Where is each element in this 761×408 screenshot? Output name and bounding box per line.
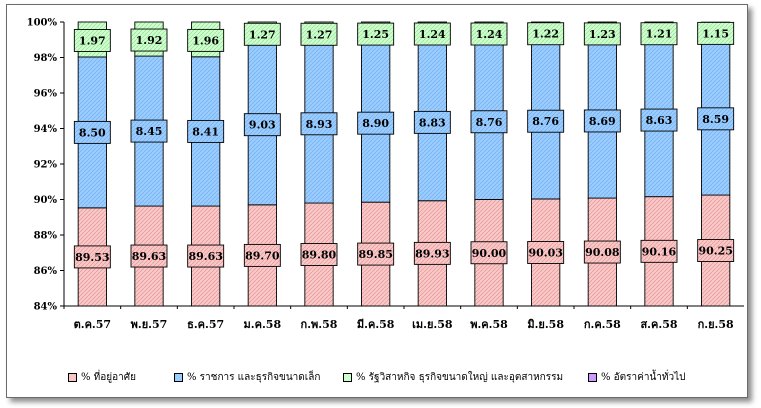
data-label-box <box>470 241 508 265</box>
data-label: 1.92 <box>136 34 163 47</box>
data-label: 1.25 <box>362 28 389 41</box>
data-label-box <box>640 22 678 46</box>
data-label: 8.90 <box>362 117 389 130</box>
data-label: 89.85 <box>358 248 392 261</box>
x-tick-label: ส.ค.58 <box>640 318 677 331</box>
data-label-box <box>243 113 281 137</box>
y-tick-label: 92% <box>34 160 58 171</box>
y-tick-label: 100% <box>27 18 58 29</box>
data-label-box <box>413 241 451 265</box>
data-label-box <box>640 239 678 263</box>
data-label-box <box>470 22 508 46</box>
data-label-box <box>583 240 621 264</box>
y-tick-label: 96% <box>34 89 58 100</box>
data-label: 8.93 <box>306 118 333 131</box>
data-label-box <box>300 22 338 46</box>
data-label: 1.21 <box>646 28 673 41</box>
data-label-box <box>527 22 565 46</box>
data-label: 90.25 <box>698 245 732 258</box>
data-label: 89.70 <box>245 249 280 262</box>
data-label: 1.27 <box>249 28 276 41</box>
data-label-box <box>73 245 111 269</box>
y-tick-label: 86% <box>34 266 58 277</box>
data-label: 9.03 <box>249 119 276 132</box>
x-tick-label: ก.พ.58 <box>301 318 338 331</box>
y-tick-label: 94% <box>34 124 58 135</box>
data-label-box <box>527 241 565 264</box>
data-label-box <box>300 243 338 266</box>
data-label: 1.97 <box>79 34 106 47</box>
data-label: 8.76 <box>532 115 559 128</box>
data-label: 8.63 <box>646 114 673 127</box>
x-tick-label: ธ.ค.57 <box>187 318 224 331</box>
data-label-box <box>357 111 395 135</box>
data-label: 8.41 <box>192 125 219 138</box>
data-label: 8.76 <box>476 116 503 129</box>
data-label-box <box>697 21 735 45</box>
data-label-box <box>243 22 281 46</box>
data-label: 89.80 <box>302 249 337 262</box>
data-label: 8.45 <box>136 125 163 138</box>
data-label: 89.53 <box>75 251 109 264</box>
data-label: 90.03 <box>528 246 562 259</box>
data-label-box <box>697 239 735 262</box>
data-label-box <box>130 119 168 143</box>
data-label: 8.50 <box>79 126 106 139</box>
data-label: 1.23 <box>589 28 616 41</box>
data-label: 8.59 <box>702 113 729 126</box>
data-label: 1.15 <box>702 27 729 40</box>
data-label-box <box>357 22 395 46</box>
x-tick-label: พ.ย.57 <box>131 318 168 331</box>
data-label-box <box>640 108 678 132</box>
x-tick-label: เม.ย.58 <box>412 318 453 331</box>
data-label-box <box>413 110 451 134</box>
y-tick-label: 84% <box>34 302 58 313</box>
data-label: 1.27 <box>306 28 333 41</box>
data-label: 90.00 <box>472 247 507 260</box>
x-tick-label: ม.ค.58 <box>244 318 282 331</box>
x-tick-label: ก.ค.58 <box>584 318 621 331</box>
data-label: 1.24 <box>419 28 446 41</box>
data-label-box <box>187 119 225 143</box>
data-label-box <box>527 109 565 133</box>
y-tick-label: 90% <box>34 195 58 206</box>
x-tick-label: ต.ค.57 <box>74 318 111 331</box>
data-label-box <box>583 22 621 46</box>
x-tick-label: มี.ค.58 <box>357 318 395 331</box>
data-label-box <box>73 29 111 52</box>
data-label-box <box>357 242 395 266</box>
data-label-box <box>697 107 735 131</box>
x-tick-label: มิ.ย.58 <box>527 318 564 331</box>
data-label-box <box>73 120 111 144</box>
x-tick-label: พ.ค.58 <box>470 318 508 331</box>
data-label: 8.83 <box>419 116 446 129</box>
x-tick-label: ก.ย.58 <box>698 318 734 331</box>
data-label-box <box>187 244 225 268</box>
y-tick-label: 88% <box>34 231 58 242</box>
data-label: 8.69 <box>589 115 616 128</box>
data-label: 90.16 <box>642 245 677 258</box>
data-label-box <box>130 28 168 52</box>
y-tick-label: 98% <box>34 53 58 64</box>
data-label-box <box>583 109 621 133</box>
data-label-box <box>187 28 225 52</box>
data-label-box <box>130 244 168 268</box>
data-label: 89.93 <box>415 247 449 260</box>
data-label: 89.63 <box>132 250 166 263</box>
data-label: 90.08 <box>585 246 620 259</box>
data-label: 1.24 <box>476 28 503 41</box>
data-label-box <box>470 110 508 134</box>
data-label-box <box>300 112 338 136</box>
data-label: 89.63 <box>188 250 222 263</box>
data-label-box <box>413 22 451 46</box>
data-label: 1.96 <box>192 34 219 47</box>
data-label: 1.22 <box>532 28 559 41</box>
data-label-box <box>243 243 281 267</box>
